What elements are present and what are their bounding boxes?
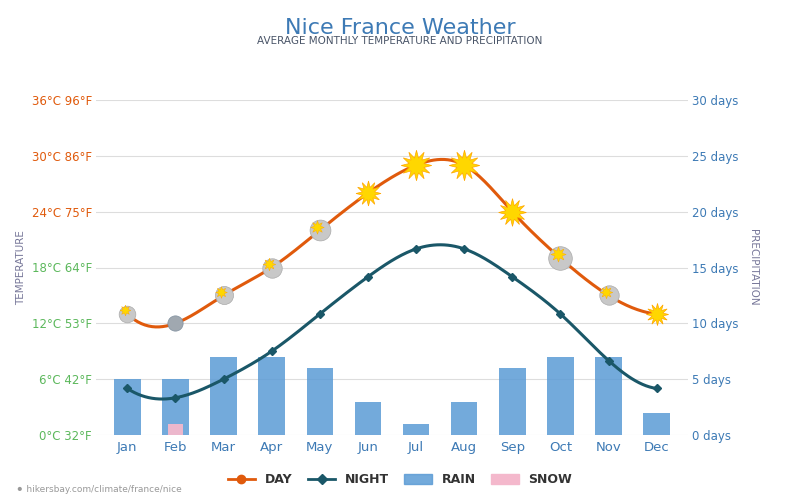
Text: ⚫ hikersbay.com/climate/france/nice: ⚫ hikersbay.com/climate/france/nice (16, 484, 182, 494)
Text: AVERAGE MONTHLY TEMPERATURE AND PRECIPITATION: AVERAGE MONTHLY TEMPERATURE AND PRECIPIT… (258, 36, 542, 46)
Bar (162, 379, 189, 435)
Bar (643, 412, 670, 435)
Y-axis label: TEMPERATURE: TEMPERATURE (16, 230, 26, 305)
Bar (547, 357, 574, 435)
Bar (210, 357, 237, 435)
Legend: DAY, NIGHT, RAIN, SNOW: DAY, NIGHT, RAIN, SNOW (222, 468, 578, 491)
Y-axis label: PRECIPITATION: PRECIPITATION (748, 229, 758, 306)
Bar (114, 379, 141, 435)
Bar (595, 357, 622, 435)
Bar (451, 402, 478, 435)
Bar (403, 424, 430, 435)
Bar (168, 424, 182, 435)
Bar (306, 368, 333, 435)
Bar (499, 368, 526, 435)
Bar (258, 357, 285, 435)
Bar (354, 402, 381, 435)
Text: Nice France Weather: Nice France Weather (285, 18, 515, 38)
